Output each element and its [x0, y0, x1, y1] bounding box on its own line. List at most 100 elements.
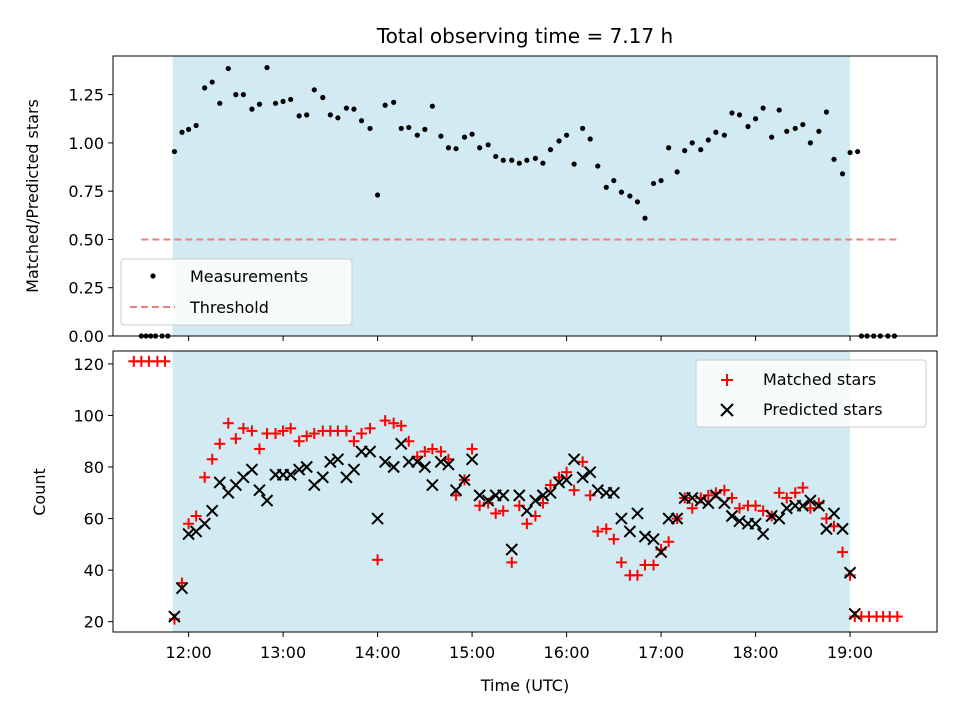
count-legend: Matched stars Predicted stars	[695, 359, 927, 428]
measurement-point	[477, 145, 483, 151]
matched-star-point	[379, 415, 391, 427]
measurement-point	[264, 64, 270, 71]
matched-star-point	[781, 492, 793, 504]
measurement-point	[776, 107, 782, 113]
measurement-point	[792, 125, 798, 132]
predicted-star-point	[552, 476, 566, 489]
measurement-point	[807, 140, 813, 146]
matched-star-point	[631, 569, 643, 581]
measurement-point	[595, 163, 601, 169]
predicted-star-point	[576, 471, 589, 484]
predicted-star-point	[725, 509, 739, 523]
predicted-star-point	[796, 499, 810, 512]
matched-star-point	[490, 507, 502, 519]
measurement-point	[469, 131, 475, 137]
predicted-star-point	[418, 460, 432, 474]
y-tick-label: 100	[73, 406, 104, 425]
measurement-point	[745, 123, 751, 130]
predicted-star-point	[300, 460, 313, 474]
measurement-point	[540, 160, 546, 166]
predicted-star-point	[567, 453, 581, 466]
legend-predicted-marker	[720, 403, 734, 417]
measurement-point	[249, 106, 255, 112]
y-tick-label: 120	[73, 355, 104, 374]
matched-star-point	[648, 559, 660, 571]
measurement-point	[461, 134, 468, 140]
measurement-point	[351, 106, 357, 112]
y-tick-label: 80	[84, 458, 104, 477]
measurement-point	[406, 124, 412, 131]
matched-star-point	[395, 420, 407, 432]
measurement-point	[304, 112, 310, 118]
x-tick-label: 15:00	[449, 643, 495, 662]
predicted-star-point	[718, 496, 731, 510]
predicted-star-point	[544, 486, 557, 499]
measurement-point	[240, 92, 247, 98]
measurement-point	[855, 148, 861, 155]
predicted-star-point	[253, 484, 266, 497]
measurement-point	[760, 105, 766, 111]
measurement-point	[752, 116, 759, 122]
measurement-point	[272, 100, 279, 106]
measurement-point	[202, 85, 208, 91]
legend-matched-marker	[721, 374, 733, 386]
predicted-star-point	[458, 473, 471, 487]
measurement-point	[784, 128, 790, 134]
measurement-point	[185, 126, 192, 132]
measurement-point	[674, 169, 680, 175]
ratio-y-axis-label: Matched/Predicted stars	[23, 99, 42, 293]
predicted-star-point	[449, 484, 463, 497]
matched-star-point	[773, 487, 785, 499]
predicted-star-point	[387, 460, 400, 474]
matched-star-point	[277, 425, 289, 437]
matched-star-point	[686, 502, 698, 514]
matched-star-point	[293, 435, 305, 447]
count-y-axis-label: Count	[30, 468, 49, 516]
predicted-star-point	[804, 494, 817, 507]
measurement-point	[556, 138, 562, 144]
measurement-point	[721, 132, 727, 138]
measurement-point	[493, 153, 499, 160]
predicted-star-point	[505, 543, 518, 556]
matched-star-point	[237, 422, 249, 434]
measurement-point	[414, 132, 420, 138]
y-tick-label: 1.25	[68, 86, 104, 105]
matched-star-point	[214, 438, 226, 450]
predicted-star-point	[772, 512, 786, 525]
predicted-star-point	[591, 484, 604, 497]
measurement-point	[311, 87, 317, 93]
matched-star-point	[356, 427, 368, 439]
predicted-star-point	[615, 512, 628, 525]
measurement-point	[571, 161, 577, 167]
matched-star-point	[615, 556, 627, 568]
measurement-point	[438, 133, 444, 139]
measurement-point	[689, 140, 695, 146]
matched-star-point	[435, 446, 447, 458]
matched-star-point	[750, 500, 762, 512]
predicted-star-point	[529, 494, 542, 507]
measurement-point	[611, 177, 617, 184]
measurement-point	[769, 134, 775, 140]
predicted-star-point	[749, 517, 762, 530]
predicted-star-point	[245, 463, 259, 476]
measurement-point	[429, 103, 435, 109]
predicted-star-point	[378, 455, 392, 469]
predicted-star-point	[686, 491, 699, 505]
predicted-star-point	[836, 522, 849, 536]
matched-star-point	[797, 482, 809, 494]
predicted-star-point	[623, 525, 637, 538]
matched-star-point	[340, 425, 352, 437]
y-tick-label: 20	[84, 613, 104, 632]
predicted-star-point	[560, 473, 573, 487]
measurement-point	[327, 112, 333, 118]
figure-title: Total observing time = 7.17 h	[376, 24, 673, 48]
measurement-point	[225, 65, 231, 72]
measurement-point	[256, 101, 263, 107]
legend-predicted-label: Predicted stars	[763, 400, 883, 419]
y-tick-label: 1.00	[68, 134, 104, 153]
predicted-star-point	[733, 514, 746, 528]
measurement-point	[335, 115, 341, 121]
predicted-star-point	[536, 489, 550, 502]
y-tick-label: 0.50	[68, 230, 104, 249]
